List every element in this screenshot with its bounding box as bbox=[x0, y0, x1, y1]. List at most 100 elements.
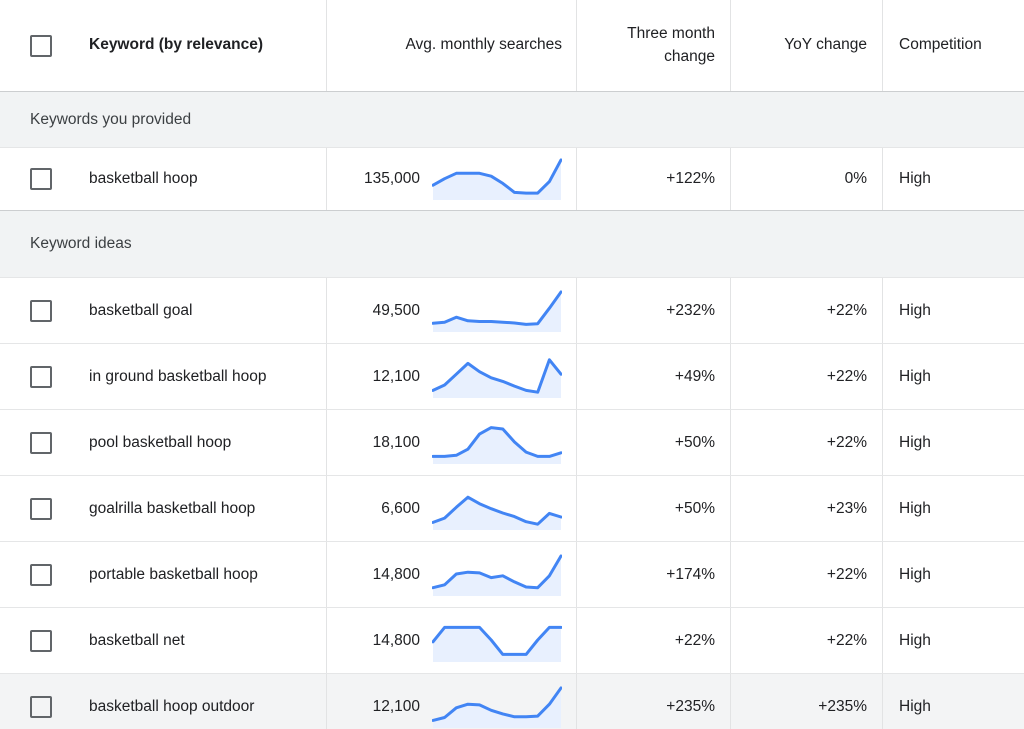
three-month-change-value: +50% bbox=[674, 433, 715, 451]
avg-searches-value: 49,500 bbox=[372, 301, 420, 319]
yoy-change-value: +235% bbox=[818, 697, 867, 715]
avg-searches-cell: 12,100 bbox=[326, 674, 576, 729]
three-month-change-value: +50% bbox=[674, 499, 715, 517]
row-checkbox[interactable] bbox=[30, 629, 52, 652]
column-header-three-month-change[interactable]: Three month change bbox=[627, 25, 715, 65]
avg-searches-value: 18,100 bbox=[372, 433, 420, 451]
yoy-change-cell: 0% bbox=[730, 148, 882, 210]
keyword-cell: goalrilla basketball hoop bbox=[0, 476, 326, 541]
competition-value: High bbox=[899, 565, 931, 583]
header-three-month-change-cell: Three month change bbox=[576, 0, 730, 91]
competition-cell: High bbox=[882, 674, 1024, 729]
table-row[interactable]: basketball goal 49,500 +232% +22% High bbox=[0, 277, 1024, 343]
avg-searches-value: 14,800 bbox=[372, 631, 420, 649]
trend-sparkline bbox=[432, 290, 562, 332]
competition-value: High bbox=[899, 367, 931, 385]
yoy-change-cell: +235% bbox=[730, 674, 882, 729]
table-header-row: Keyword (by relevance) Avg. monthly sear… bbox=[0, 0, 1024, 91]
section-label: Keyword ideas bbox=[30, 235, 132, 252]
header-yoy-change-cell: YoY change bbox=[730, 0, 882, 91]
competition-cell: High bbox=[882, 608, 1024, 673]
row-checkbox[interactable] bbox=[30, 497, 52, 520]
three-month-change-cell: +50% bbox=[576, 410, 730, 475]
competition-cell: High bbox=[882, 344, 1024, 409]
section-label: Keywords you provided bbox=[30, 110, 192, 128]
competition-cell: High bbox=[882, 278, 1024, 343]
three-month-change-value: +49% bbox=[674, 367, 715, 385]
yoy-change-value: +22% bbox=[826, 631, 867, 649]
avg-searches-value: 12,100 bbox=[372, 367, 420, 385]
row-checkbox[interactable] bbox=[30, 299, 52, 322]
avg-searches-value: 14,800 bbox=[372, 565, 420, 583]
keyword-label: portable basketball hoop bbox=[89, 565, 258, 583]
row-checkbox[interactable] bbox=[30, 168, 52, 190]
three-month-change-value: +122% bbox=[666, 170, 715, 187]
row-checkbox[interactable] bbox=[30, 365, 52, 388]
table-row[interactable]: pool basketball hoop 18,100 +50% +22% Hi… bbox=[0, 409, 1024, 475]
three-month-change-value: +22% bbox=[674, 631, 715, 649]
three-month-change-cell: +122% bbox=[576, 148, 730, 210]
three-month-change-value: +174% bbox=[666, 565, 715, 583]
row-checkbox[interactable] bbox=[30, 695, 52, 718]
keyword-cell: basketball hoop bbox=[0, 148, 326, 210]
keyword-cell: basketball net bbox=[0, 608, 326, 673]
yoy-change-cell: +22% bbox=[730, 608, 882, 673]
avg-searches-value: 6,600 bbox=[381, 499, 420, 517]
keyword-label: in ground basketball hoop bbox=[89, 367, 267, 385]
table-row[interactable]: in ground basketball hoop 12,100 +49% +2… bbox=[0, 343, 1024, 409]
yoy-change-value: +22% bbox=[826, 565, 867, 583]
competition-value: High bbox=[899, 697, 931, 715]
row-checkbox[interactable] bbox=[30, 563, 52, 586]
table-row[interactable]: basketball net 14,800 +22% +22% High bbox=[0, 607, 1024, 673]
avg-searches-cell: 14,800 bbox=[326, 542, 576, 607]
column-header-avg-monthly-searches[interactable]: Avg. monthly searches bbox=[405, 36, 562, 54]
yoy-change-cell: +22% bbox=[730, 344, 882, 409]
yoy-change-cell: +22% bbox=[730, 278, 882, 343]
keyword-label: basketball hoop outdoor bbox=[89, 697, 255, 715]
three-month-change-value: +235% bbox=[666, 697, 715, 715]
header-competition-cell: Competition bbox=[882, 0, 1024, 91]
trend-sparkline bbox=[432, 686, 562, 728]
row-checkbox[interactable] bbox=[30, 431, 52, 454]
competition-value: High bbox=[899, 499, 931, 517]
avg-searches-cell: 135,000 bbox=[326, 148, 576, 210]
keyword-cell: pool basketball hoop bbox=[0, 410, 326, 475]
table-row[interactable]: basketball hoop 135,000 +122% 0% High bbox=[0, 147, 1024, 210]
competition-cell: High bbox=[882, 542, 1024, 607]
competition-cell: High bbox=[882, 148, 1024, 210]
competition-value: High bbox=[899, 631, 931, 649]
trend-sparkline bbox=[432, 158, 562, 200]
column-header-competition[interactable]: Competition bbox=[899, 36, 982, 54]
table-row[interactable]: basketball hoop outdoor 12,100 +235% +23… bbox=[0, 673, 1024, 729]
competition-cell: High bbox=[882, 476, 1024, 541]
yoy-change-value: 0% bbox=[844, 170, 867, 187]
table-row[interactable]: goalrilla basketball hoop 6,600 +50% +23… bbox=[0, 475, 1024, 541]
three-month-change-cell: +232% bbox=[576, 278, 730, 343]
trend-sparkline bbox=[432, 625, 562, 662]
header-avg-searches-cell: Avg. monthly searches bbox=[326, 0, 576, 91]
keyword-label: pool basketball hoop bbox=[89, 433, 232, 451]
select-all-checkbox[interactable] bbox=[30, 34, 52, 57]
keyword-cell: in ground basketball hoop bbox=[0, 344, 326, 409]
three-month-change-cell: +174% bbox=[576, 542, 730, 607]
avg-searches-value: 12,100 bbox=[372, 697, 420, 715]
avg-searches-cell: 12,100 bbox=[326, 344, 576, 409]
column-header-keyword[interactable]: Keyword (by relevance) bbox=[89, 36, 264, 54]
avg-searches-cell: 49,500 bbox=[326, 278, 576, 343]
section-header-keyword-ideas: Keyword ideas bbox=[0, 210, 1024, 277]
three-month-change-cell: +49% bbox=[576, 344, 730, 409]
trend-sparkline bbox=[432, 357, 562, 398]
competition-value: High bbox=[899, 301, 931, 319]
keyword-label: goalrilla basketball hoop bbox=[89, 499, 256, 517]
yoy-change-value: +22% bbox=[826, 433, 867, 451]
avg-searches-cell: 14,800 bbox=[326, 608, 576, 673]
competition-cell: High bbox=[882, 410, 1024, 475]
avg-searches-cell: 18,100 bbox=[326, 410, 576, 475]
header-keyword-cell: Keyword (by relevance) bbox=[0, 0, 326, 91]
table-row[interactable]: portable basketball hoop 14,800 +174% +2… bbox=[0, 541, 1024, 607]
keyword-cell: portable basketball hoop bbox=[0, 542, 326, 607]
yoy-change-value: +22% bbox=[826, 367, 867, 385]
avg-searches-value: 135,000 bbox=[363, 170, 420, 187]
column-header-yoy-change[interactable]: YoY change bbox=[784, 36, 867, 54]
trend-sparkline bbox=[432, 495, 562, 530]
